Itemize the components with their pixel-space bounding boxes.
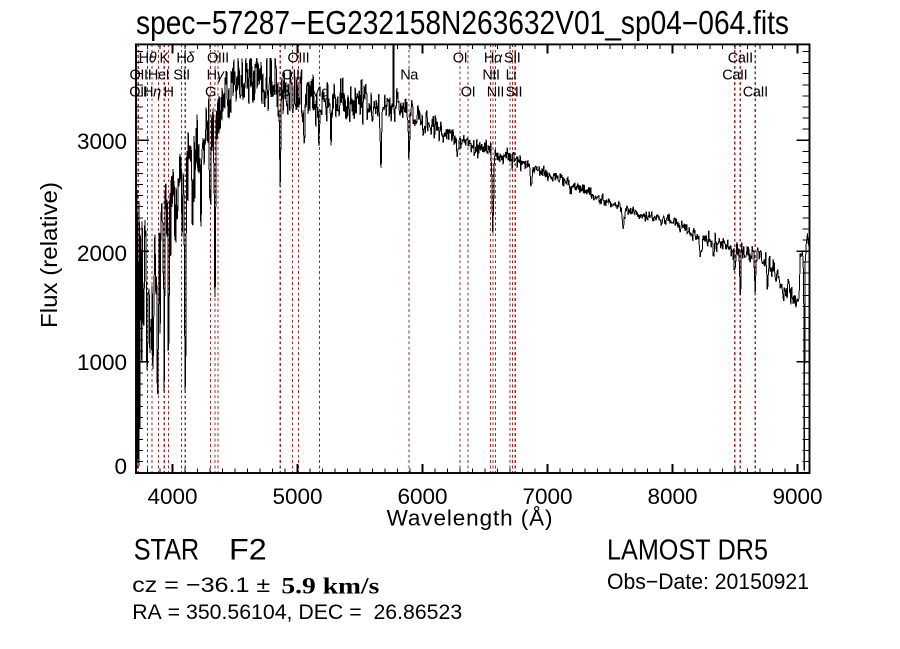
svg-text:2000: 2000 bbox=[77, 241, 127, 266]
svg-text:OI: OI bbox=[461, 85, 476, 101]
svg-text:9000: 9000 bbox=[772, 484, 822, 509]
svg-text:SII: SII bbox=[504, 51, 521, 67]
svg-text:Obs−Date: 20150921: Obs−Date: 20150921 bbox=[607, 569, 809, 594]
svg-text:H: H bbox=[164, 85, 174, 101]
svg-text:3000: 3000 bbox=[77, 129, 127, 154]
svg-text:CaII: CaII bbox=[743, 85, 768, 101]
svg-text:8000: 8000 bbox=[647, 484, 697, 509]
svg-text:CaII: CaII bbox=[728, 51, 753, 67]
svg-text:HeI: HeI bbox=[148, 68, 169, 84]
svg-text:5.9 km/s: 5.9 km/s bbox=[281, 574, 379, 599]
svg-text:STAR: STAR bbox=[134, 534, 200, 567]
svg-text:RA = 350.56104, DEC = 26.8652: RA = 350.56104, DEC = 26.86523 bbox=[132, 600, 462, 624]
svg-text:G: G bbox=[205, 85, 216, 101]
svg-text:NII: NII bbox=[487, 85, 504, 101]
svg-text:OIII: OIII bbox=[207, 51, 229, 67]
svg-text:Li: Li bbox=[506, 68, 517, 84]
svg-text:CaII: CaII bbox=[722, 68, 747, 84]
svg-text:SII: SII bbox=[173, 68, 190, 84]
svg-text:Hδ: Hδ bbox=[176, 51, 195, 67]
svg-text:Wavelength (Å): Wavelength (Å) bbox=[387, 506, 554, 531]
svg-text:1000: 1000 bbox=[77, 350, 127, 375]
svg-text:Flux (relative): Flux (relative) bbox=[36, 182, 62, 328]
svg-text:OII: OII bbox=[130, 68, 148, 84]
svg-text:5000: 5000 bbox=[272, 484, 322, 509]
svg-text:7000: 7000 bbox=[522, 484, 572, 509]
svg-text:OII: OII bbox=[129, 85, 147, 101]
svg-text:LAMOST DR5: LAMOST DR5 bbox=[607, 535, 768, 567]
svg-text:OI: OI bbox=[453, 51, 468, 67]
svg-text:Mg: Mg bbox=[310, 85, 330, 101]
svg-text:Na: Na bbox=[400, 68, 419, 84]
svg-text:spec−57287−EG232158N263632V01_: spec−57287−EG232158N263632V01_sp04−064.f… bbox=[136, 4, 789, 41]
svg-text:SII: SII bbox=[506, 85, 523, 101]
svg-text:Hα: Hα bbox=[484, 51, 503, 67]
svg-text:Hη: Hη bbox=[143, 85, 161, 101]
svg-text:F2: F2 bbox=[229, 534, 267, 567]
svg-text:Hγ: Hγ bbox=[207, 68, 225, 84]
svg-text:NII: NII bbox=[482, 68, 499, 84]
svg-text:4000: 4000 bbox=[147, 484, 197, 509]
svg-text:K: K bbox=[160, 51, 170, 67]
svg-text:OIII: OIII bbox=[282, 68, 304, 84]
svg-text:0: 0 bbox=[114, 454, 127, 479]
svg-text:6000: 6000 bbox=[397, 484, 447, 509]
svg-text:Hθ: Hθ bbox=[139, 51, 157, 67]
svg-text:cz = −36.1 ±: cz = −36.1 ± bbox=[132, 573, 277, 597]
svg-text:OIII: OIII bbox=[288, 51, 310, 67]
